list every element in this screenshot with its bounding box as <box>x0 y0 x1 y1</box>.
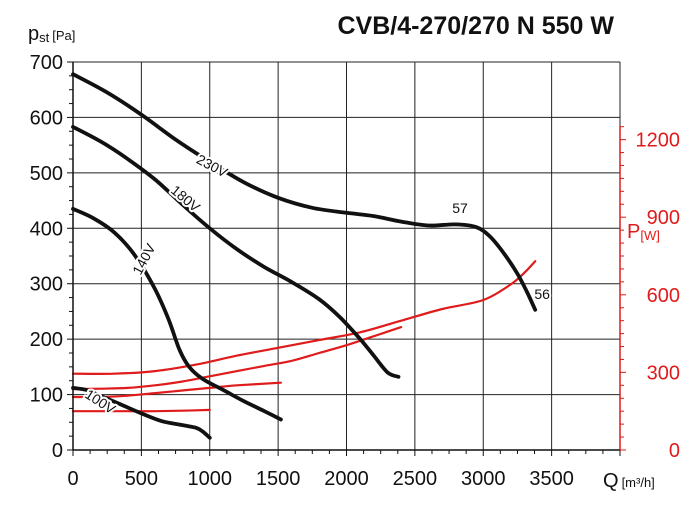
x-tick-label: 1000 <box>188 468 233 490</box>
pressure-curve-230v <box>71 72 538 312</box>
y-tick-label: 200 <box>30 329 63 351</box>
axes: 0 100 200 300 400 500 600 700 0 500 1000 1500 2000 25… <box>30 52 680 490</box>
x-tick-label: 1500 <box>256 468 301 490</box>
y-tick-label: 300 <box>30 274 63 296</box>
pressure-curve-180v <box>71 125 401 379</box>
curve-label-halo: 57 <box>452 200 468 216</box>
x-axis-label-symbol: Q <box>603 470 619 492</box>
y-tick-label: 700 <box>30 52 63 74</box>
x-tick-label: 500 <box>125 468 158 490</box>
x-tick-label: 3500 <box>529 468 574 490</box>
x-tick-label: 2500 <box>393 468 438 490</box>
series-layer <box>71 72 538 440</box>
y-tick-label: 400 <box>30 218 63 240</box>
y2-tick-label: 900 <box>647 207 680 229</box>
curve-label-halo: 56 <box>534 286 550 302</box>
x-tick-label: 0 <box>67 468 78 490</box>
y-axis-label-symbol: p <box>28 23 39 45</box>
x-axis-label: Q [m³/h] <box>603 470 655 492</box>
power-curve-180v <box>71 326 403 391</box>
y2-axis-label: P[W] <box>627 221 660 243</box>
x-tick-label: 2000 <box>324 468 369 490</box>
y-tick-label: 500 <box>30 163 63 185</box>
pressure-curve-140v <box>71 207 283 422</box>
curve-label: 56 <box>534 286 550 302</box>
grid <box>73 61 621 451</box>
y2-tick-label: 600 <box>647 285 680 307</box>
y-tick-label: 600 <box>30 107 63 129</box>
y-tick-label: 100 <box>30 385 63 407</box>
chart-title: CVB/4-270/270 N 550 W <box>337 12 614 40</box>
y-tick-label: 0 <box>52 440 63 462</box>
pressure-curve-100v <box>71 386 212 440</box>
y2-tick-label: 1200 <box>636 130 681 152</box>
y2-axis-label-unit: [W] <box>640 228 660 243</box>
y-axis-label: pst [Pa] <box>28 23 75 45</box>
x-tick-label: 3000 <box>461 468 506 490</box>
y2-axis-label-symbol: P <box>627 221 640 243</box>
y2-tick-label: 300 <box>647 362 680 384</box>
y-axis-label-subscript: st <box>39 30 50 45</box>
curve-label: 57 <box>452 200 468 216</box>
y-axis-label-unit: [Pa] <box>52 28 75 43</box>
power-curve-230v <box>71 260 537 375</box>
x-axis-label-unit: [m³/h] <box>622 475 655 490</box>
y2-tick-label: 0 <box>669 440 680 462</box>
power-curve-100v <box>71 408 211 413</box>
